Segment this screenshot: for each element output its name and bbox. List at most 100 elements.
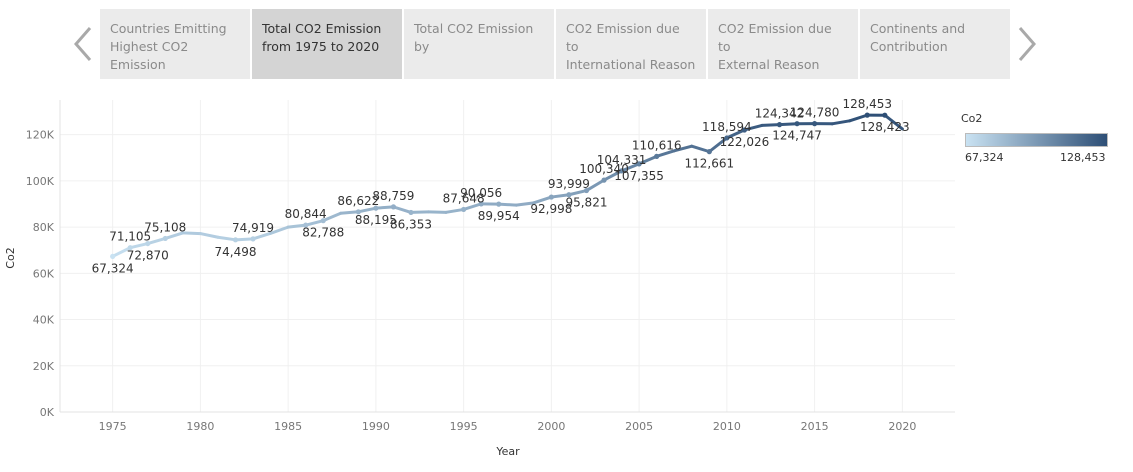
tab-4[interactable]: CO2 Emission due to External Reason xyxy=(708,9,858,79)
x-tick-label: 1990 xyxy=(362,420,390,433)
data-label: 118,594 xyxy=(702,120,752,134)
series-line-segment xyxy=(690,144,711,154)
x-tick-label: 1985 xyxy=(274,420,302,433)
data-point xyxy=(706,149,712,155)
series-line-segment xyxy=(830,119,852,126)
data-point xyxy=(812,121,818,127)
data-label: 100,340 xyxy=(579,162,629,176)
legend-color-ramp xyxy=(965,133,1108,147)
series-line-segment xyxy=(742,123,764,132)
data-point xyxy=(355,209,361,215)
dashboard-tabs: Countries Emitting Highest CO2 Emission T… xyxy=(100,9,1010,79)
x-tick-label: 2010 xyxy=(713,420,741,433)
series-line-segment xyxy=(672,144,694,153)
data-point xyxy=(408,209,414,216)
next-arrow-button[interactable] xyxy=(1012,22,1042,66)
data-point xyxy=(145,240,151,247)
data-label: 92,998 xyxy=(530,202,572,216)
data-label: 90,056 xyxy=(460,186,502,200)
data-label: 122,026 xyxy=(720,135,770,149)
data-label: 104,331 xyxy=(597,153,647,167)
data-label: 112,661 xyxy=(685,157,735,171)
series-line-segment xyxy=(286,223,308,229)
data-point xyxy=(864,112,870,118)
data-point xyxy=(882,112,888,118)
data-point xyxy=(162,235,168,242)
data-label: 88,759 xyxy=(372,189,414,203)
data-label: 74,498 xyxy=(214,245,256,259)
series-line-segment xyxy=(532,195,553,205)
data-point xyxy=(601,177,607,183)
series-line-segment xyxy=(374,205,395,210)
data-label: 71,105 xyxy=(109,230,151,244)
data-label: 75,108 xyxy=(144,220,186,234)
x-tick-label: 2015 xyxy=(801,420,829,433)
series-line-segment xyxy=(584,178,606,193)
data-point xyxy=(741,127,748,133)
series-line-segment xyxy=(549,193,571,199)
data-point xyxy=(794,121,800,127)
data-label: 124,342 xyxy=(755,107,805,121)
prev-arrow-button[interactable] xyxy=(68,22,98,66)
series-line-segment xyxy=(128,242,150,250)
data-label: 67,324 xyxy=(92,261,134,275)
x-tick-label: 1980 xyxy=(186,420,214,433)
x-tick-label: 1995 xyxy=(450,420,478,433)
data-label: 88,195 xyxy=(355,213,397,227)
y-axis-label: Co2 xyxy=(4,247,17,268)
x-tick-label: 2000 xyxy=(537,420,565,433)
data-label: 87,648 xyxy=(443,191,485,205)
series-line-segment xyxy=(339,210,360,215)
tab-3[interactable]: CO2 Emission due to International Reason xyxy=(556,9,706,79)
tab-1[interactable]: Total CO2 Emission from 1975 to 2020 xyxy=(252,9,402,79)
x-axis-label: Year xyxy=(495,445,520,458)
data-label: 107,355 xyxy=(614,169,664,183)
data-point xyxy=(461,206,467,213)
series-line-segment xyxy=(567,189,588,197)
data-point xyxy=(548,194,554,200)
data-point xyxy=(636,161,642,167)
data-label: 128,423 xyxy=(860,120,910,134)
series-line-segment xyxy=(111,246,132,258)
series-line-segment xyxy=(462,202,483,211)
tab-0[interactable]: Countries Emitting Highest CO2 Emission xyxy=(100,9,250,79)
data-point xyxy=(320,218,326,224)
y-tick-label: 40K xyxy=(33,314,55,327)
x-tick-label: 2020 xyxy=(888,420,916,433)
series-line-segment xyxy=(391,205,413,214)
x-tick-label: 2005 xyxy=(625,420,653,433)
series-line-segment xyxy=(304,219,325,227)
data-label: 80,844 xyxy=(285,207,327,221)
data-point xyxy=(618,168,625,174)
data-point xyxy=(127,245,133,251)
series-line-segment xyxy=(233,237,255,242)
series-line-segment xyxy=(356,206,378,214)
co2-line-chart: 1975 1980 1985 1990 1995 2000 2005 2010 2015 2020… xyxy=(4,97,955,458)
tab-2[interactable]: Total CO2 Emission by xyxy=(404,9,554,79)
data-label: 93,999 xyxy=(548,177,590,191)
data-point xyxy=(583,187,590,194)
data-point xyxy=(373,205,379,211)
y-tick-label: 80K xyxy=(33,221,55,234)
data-point xyxy=(232,237,239,243)
data-label: 124,780 xyxy=(790,106,840,120)
series-line-segment xyxy=(251,231,273,241)
data-label: 95,821 xyxy=(565,196,607,210)
series-line-segment xyxy=(146,236,167,246)
legend-title: Co2 xyxy=(961,112,983,125)
series-line-segment xyxy=(760,123,782,127)
series-line-segment xyxy=(321,211,343,223)
data-point xyxy=(496,201,502,207)
chevron-left-icon xyxy=(74,27,92,61)
series-line-segment xyxy=(198,232,220,239)
legend-min-label: 67,324 xyxy=(965,151,1004,164)
y-tick-label: 100K xyxy=(26,175,55,188)
series-line-segment xyxy=(514,201,536,207)
data-label: 86,353 xyxy=(390,217,432,231)
data-label: 124,747 xyxy=(772,129,822,143)
series-line-segment xyxy=(216,235,237,242)
tab-5[interactable]: Continents and Contribution xyxy=(860,9,1010,79)
series-line-segment xyxy=(602,169,624,182)
y-tick-label: 60K xyxy=(33,267,55,280)
series-line-segment xyxy=(725,128,746,140)
